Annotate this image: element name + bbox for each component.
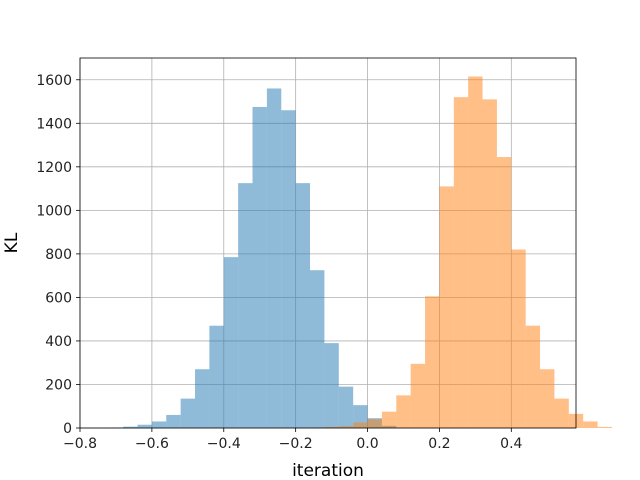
histogram-bar xyxy=(367,419,382,428)
y-tick-label: 600 xyxy=(45,290,72,306)
histogram-series-2 xyxy=(310,76,612,429)
histogram-bar xyxy=(353,405,368,428)
histogram-bar xyxy=(583,421,598,428)
histogram-bar xyxy=(511,249,526,428)
histogram-bar xyxy=(482,99,497,429)
y-tick-label: 1200 xyxy=(36,160,72,176)
histogram-bar xyxy=(338,386,354,428)
histogram-bar xyxy=(338,426,354,428)
x-tick-label: −0.2 xyxy=(279,436,313,452)
y-tick-label: 0 xyxy=(63,421,72,437)
y-tick-label: 1600 xyxy=(36,73,72,89)
histogram-bar xyxy=(310,270,325,428)
y-tick-label: 1400 xyxy=(36,116,72,132)
y-tick-label: 1000 xyxy=(36,203,72,219)
histogram-bar xyxy=(281,110,296,428)
histogram-bar xyxy=(166,414,181,428)
x-tick-label: 0.2 xyxy=(428,436,450,452)
histogram-bar xyxy=(180,398,196,428)
histogram-bar xyxy=(266,88,282,429)
histogram-bar xyxy=(439,186,454,428)
x-tick-label: −0.4 xyxy=(207,436,241,452)
x-axis-label: iteration xyxy=(292,461,364,480)
histogram-series-1 xyxy=(93,88,397,429)
histogram-bar xyxy=(252,106,267,429)
histogram-bar xyxy=(151,421,167,428)
histogram-bar xyxy=(554,398,569,428)
histogram-bar xyxy=(353,422,368,428)
y-axis-label: KL xyxy=(2,232,22,253)
histogram-bar xyxy=(238,183,253,428)
histogram-bar xyxy=(468,76,483,428)
histogram-bar xyxy=(209,325,224,428)
histogram-bar xyxy=(410,363,426,428)
histogram-bar xyxy=(525,325,541,428)
histogram-bar xyxy=(137,424,152,428)
histogram-bar xyxy=(223,257,239,428)
histogram-bars xyxy=(93,76,612,429)
x-tick-label: 0.0 xyxy=(356,436,378,452)
y-tick-label: 200 xyxy=(45,377,72,393)
histogram-bar xyxy=(381,411,397,428)
histogram-bar xyxy=(195,369,210,428)
plot-frame xyxy=(79,57,577,429)
histogram-bar xyxy=(295,183,311,428)
histogram-bar xyxy=(597,426,612,428)
x-tick-label: −0.6 xyxy=(135,436,169,452)
histogram-bar xyxy=(496,157,512,428)
histogram-bar xyxy=(324,426,339,428)
y-axis-ticks: 0 200 400 600 800 1000 1200 1400 1600 xyxy=(36,73,80,437)
histogram-bar xyxy=(396,395,411,428)
histogram-bar xyxy=(324,343,339,428)
histogram-bar xyxy=(453,97,469,429)
x-axis-ticks: −0.8 −0.6 −0.4 −0.2 0.0 0.2 0.4 xyxy=(63,428,523,452)
histogram-bar xyxy=(425,296,440,428)
x-tick-label: −0.8 xyxy=(63,436,97,452)
histogram-bar xyxy=(540,369,555,428)
y-tick-label: 800 xyxy=(45,247,72,263)
x-tick-label: 0.4 xyxy=(500,436,522,452)
y-tick-label: 400 xyxy=(45,334,72,350)
histogram-bar xyxy=(123,426,138,428)
